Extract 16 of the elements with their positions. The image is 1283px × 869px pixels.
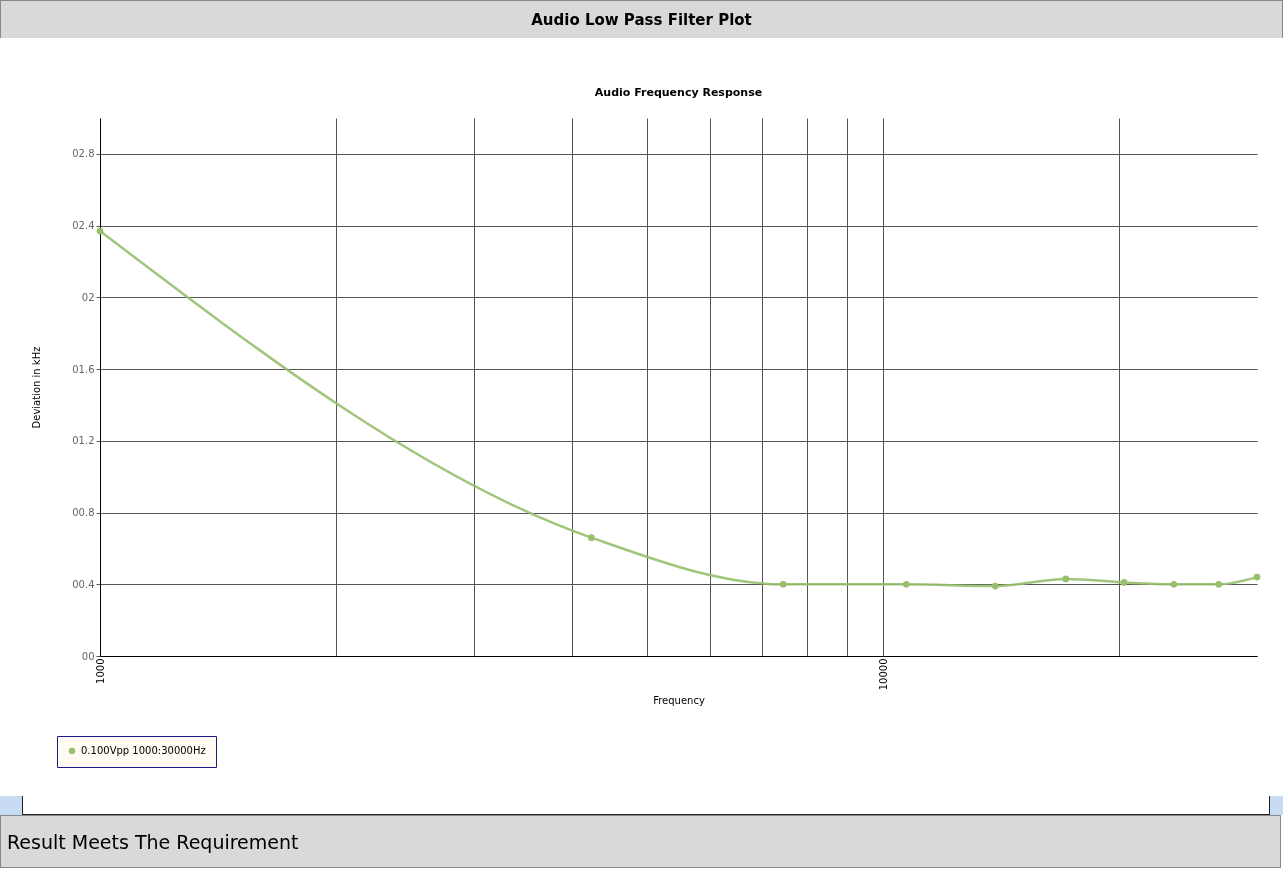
x-tick-label: 1000: [94, 658, 106, 684]
text: Result Meets The Requirement: [0, 815, 1281, 868]
chart-title: Audio Low Pass Filter Plot: [0, 0, 1283, 39]
x-axis-title: Frequency: [653, 695, 705, 707]
y-tick-label: 02.4: [72, 220, 95, 232]
y-tick-label: 01.2: [72, 435, 95, 447]
y-tick-label: 00: [81, 650, 95, 662]
y-tick-label: 00.4: [72, 578, 95, 590]
y-axis-title: Deviation in kHz: [31, 346, 43, 429]
y-tick-label: 02: [81, 291, 95, 303]
x-tick-label: 10000: [877, 658, 889, 691]
y-tick-label: 00.8: [72, 507, 95, 519]
y-tick-label: 02.8: [72, 148, 95, 160]
chart-subtitle: Audio Frequency Response: [594, 86, 763, 99]
legend-label: 0.100Vpp 1000:30000Hz: [81, 745, 206, 756]
y-tick-label: 01.6: [72, 363, 95, 375]
